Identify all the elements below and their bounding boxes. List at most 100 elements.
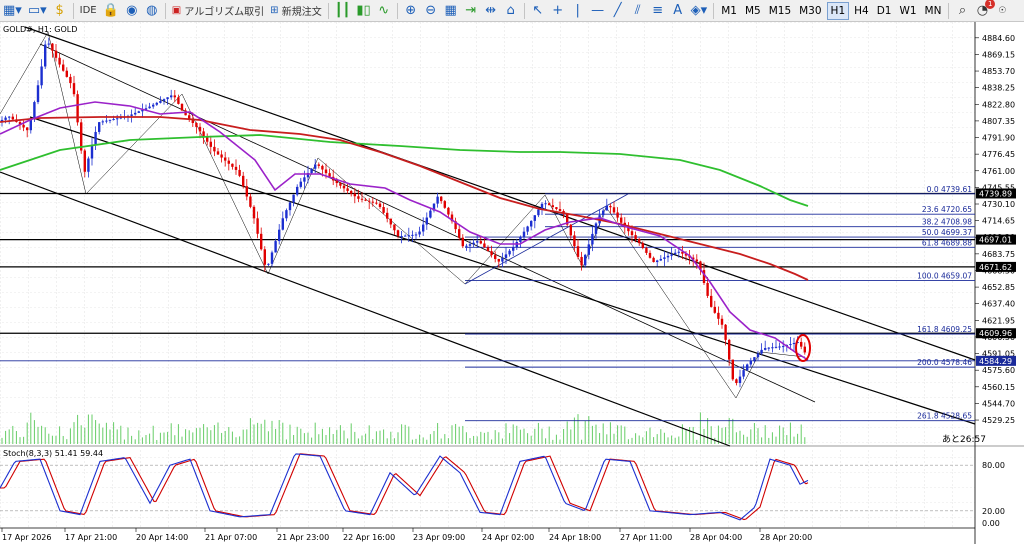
candle-body: [112, 119, 115, 121]
candle-body: [576, 246, 580, 257]
channel-middle-line: [29, 116, 976, 425]
screenshot-icon[interactable]: ⌂: [506, 3, 515, 18]
timeframe-m1[interactable]: M1: [721, 4, 737, 17]
lock-icon[interactable]: 🔒: [102, 3, 119, 18]
candle-body: [400, 236, 403, 238]
price-chart[interactable]: 0.0 4739.61 23.6 4720.65 38.2 4708.9850.0 …: [0, 22, 1024, 544]
candle-body: [422, 224, 425, 232]
candle-body: [260, 233, 263, 250]
candle-body: [612, 207, 616, 213]
candles-icon[interactable]: ▮▯: [356, 3, 371, 18]
shapes-icon[interactable]: ◈▾: [690, 3, 708, 18]
candle-body: [137, 111, 140, 113]
candle-body: [173, 95, 176, 98]
candle-body: [519, 236, 522, 242]
candle-body: [252, 206, 256, 219]
candle-body: [771, 347, 774, 349]
timeframe-w1[interactable]: W1: [899, 4, 917, 17]
bar-chart-icon[interactable]: ┃┃: [334, 3, 351, 18]
candle-body: [267, 263, 270, 265]
candle-body: [454, 221, 457, 230]
candle-body: [209, 141, 212, 147]
channel-icon[interactable]: ⫽: [634, 3, 641, 18]
candle-body: [634, 235, 637, 239]
candle-body: [728, 339, 731, 360]
candle-body: [569, 224, 572, 236]
candle-body: [116, 118, 119, 120]
candle-body: [641, 243, 644, 249]
candle-body: [94, 131, 97, 146]
timeframe-h4[interactable]: H4: [854, 4, 869, 17]
timeframe-d1[interactable]: D1: [876, 4, 892, 17]
candle-body: [497, 258, 500, 262]
candle-body: [206, 136, 209, 142]
price-label: 4869.15: [982, 50, 1015, 59]
fib-level-label: 261.8 4528.65: [917, 412, 972, 421]
candle-body: [58, 57, 61, 65]
timeframe-m5[interactable]: M5: [744, 4, 761, 17]
candle-body: [281, 218, 284, 230]
ide-button[interactable]: IDE: [79, 5, 97, 16]
search-icon[interactable]: ⌕: [958, 3, 967, 18]
wallet-icon[interactable]: $: [55, 3, 64, 18]
trend-line-icon[interactable]: ╱: [613, 3, 622, 18]
notifications-icon[interactable]: ◔ 1: [973, 0, 996, 20]
zoom-out-icon[interactable]: ⊖: [425, 3, 437, 18]
candle-body: [440, 196, 443, 202]
candle-body: [371, 201, 374, 203]
level-tag: [976, 328, 1016, 339]
candle-body: [26, 127, 29, 131]
algo-trading-button[interactable]: ▣ アルゴリズム取引: [170, 2, 266, 20]
price-label: 4591.05: [982, 350, 1015, 359]
candle-body: [393, 224, 396, 231]
candle-body: [548, 203, 551, 206]
crosshair-icon[interactable]: +: [552, 3, 564, 18]
price-label: 4838.25: [982, 84, 1015, 93]
vps-icon[interactable]: ◍: [146, 3, 158, 18]
zoom-in-icon[interactable]: ⊕: [405, 3, 417, 18]
candle-body: [342, 185, 346, 189]
candle-body: [720, 318, 724, 325]
candle-body: [72, 83, 76, 95]
tile-windows-icon[interactable]: ▦: [444, 3, 457, 18]
candle-body: [278, 229, 281, 242]
candle-body: [584, 254, 587, 266]
fib-level-label: 0.0 4739.61: [927, 185, 973, 194]
level-tag-label: 4584.29: [979, 357, 1012, 366]
account-level-icon[interactable]: ☉: [998, 5, 1007, 16]
fib-level-label: 38.2 4708.98: [922, 218, 972, 227]
candle-body: [44, 44, 47, 67]
new-chart-icon[interactable]: ▦▾: [3, 3, 22, 18]
candle-body: [702, 270, 706, 283]
fibonacci-icon[interactable]: ≡: [652, 3, 664, 18]
candle-body: [638, 238, 641, 244]
signal-icon[interactable]: ◉: [126, 3, 138, 18]
candle-body: [666, 255, 670, 258]
timeframe-m30[interactable]: M30: [799, 4, 822, 17]
line-chart-icon[interactable]: ∿: [378, 3, 390, 18]
candle-body: [753, 357, 756, 361]
candle-body: [465, 245, 468, 247]
time-label: 24 Apr 18:00: [549, 533, 601, 542]
autoscroll-icon[interactable]: ⇥: [465, 3, 477, 18]
horizontal-line-icon[interactable]: —: [591, 3, 605, 18]
algo-trading-label: アルゴリズム取引: [184, 7, 265, 18]
candle-body: [346, 188, 349, 191]
timeframe-h1[interactable]: H1: [826, 1, 850, 20]
timeframe-mn[interactable]: MN: [924, 4, 942, 17]
candle-body: [314, 164, 317, 169]
timeframe-m15[interactable]: M15: [768, 4, 792, 17]
candle-body: [303, 177, 306, 182]
text-tool-icon[interactable]: A: [673, 3, 683, 18]
candle-body: [90, 145, 94, 159]
fib-level-label: 50.0 4699.37: [922, 228, 972, 237]
chart-shift-icon[interactable]: ⇹: [485, 3, 497, 18]
candle-body: [591, 233, 594, 245]
profiles-icon[interactable]: ▭▾: [27, 3, 47, 18]
cursor-icon[interactable]: ↖: [532, 3, 544, 18]
new-order-button[interactable]: ⊞ 新規注文: [268, 2, 324, 20]
candle-body: [87, 158, 90, 172]
candle-body: [677, 251, 680, 253]
vertical-line-icon[interactable]: |: [575, 3, 580, 18]
candle-body: [566, 213, 569, 225]
